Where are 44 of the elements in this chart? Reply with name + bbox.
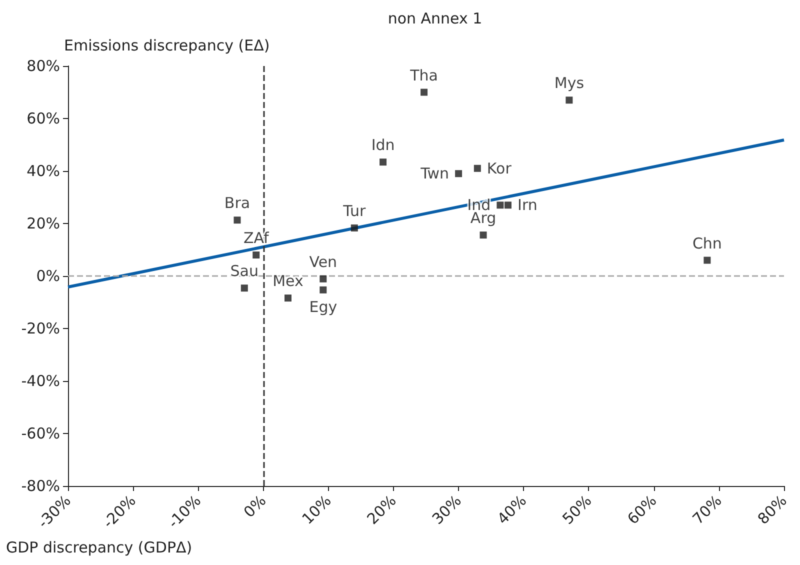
y-tick-label: -40% — [21, 372, 60, 390]
y-tick-label: -80% — [21, 477, 60, 495]
point — [320, 275, 327, 282]
annotation: Bra — [224, 194, 250, 212]
point — [240, 284, 248, 292]
y-tick-label: 40% — [26, 162, 60, 180]
point — [504, 202, 512, 209]
annotation: Ven — [309, 252, 338, 271]
annotation: Egy — [309, 298, 338, 316]
annotation: Twn — [420, 164, 450, 183]
x-axis-title: GDP discrepancy (GDPΔ) — [6, 538, 192, 556]
point — [566, 96, 573, 104]
point — [320, 286, 327, 294]
annotation: Kor — [486, 159, 512, 178]
point — [350, 224, 358, 232]
point — [252, 252, 260, 258]
point — [480, 232, 487, 239]
chart-title: non Annex 1 — [388, 10, 482, 28]
y-tick-label: 80% — [26, 57, 60, 75]
y-tick-label: 0% — [36, 267, 60, 285]
annotation: Mys — [554, 74, 584, 92]
y-tick-label: -60% — [21, 424, 60, 442]
y-tick-label: 60% — [26, 110, 60, 128]
y-axis-title: Emissions discrepancy (EΔ) — [64, 36, 270, 54]
point — [380, 158, 387, 166]
annotation: Irn — [518, 196, 538, 214]
point — [284, 294, 292, 302]
point — [455, 170, 462, 178]
y-tick-label: -20% — [21, 320, 60, 338]
x-tick-label: 0% — [240, 492, 270, 522]
annotation: Idn — [371, 136, 395, 154]
point — [496, 202, 504, 209]
annotation: Arg — [470, 209, 496, 228]
annotation: Sau — [230, 262, 259, 280]
annotation: Tha — [409, 66, 438, 84]
annotation: Tur — [342, 202, 367, 220]
point — [474, 164, 481, 172]
annotation: Mex — [272, 272, 304, 290]
point — [234, 216, 241, 224]
point — [420, 88, 428, 96]
y-tick-label: 20% — [26, 214, 60, 232]
point — [704, 256, 711, 264]
annotation: Chn — [692, 234, 722, 252]
annotation: ZAf — [243, 229, 270, 247]
